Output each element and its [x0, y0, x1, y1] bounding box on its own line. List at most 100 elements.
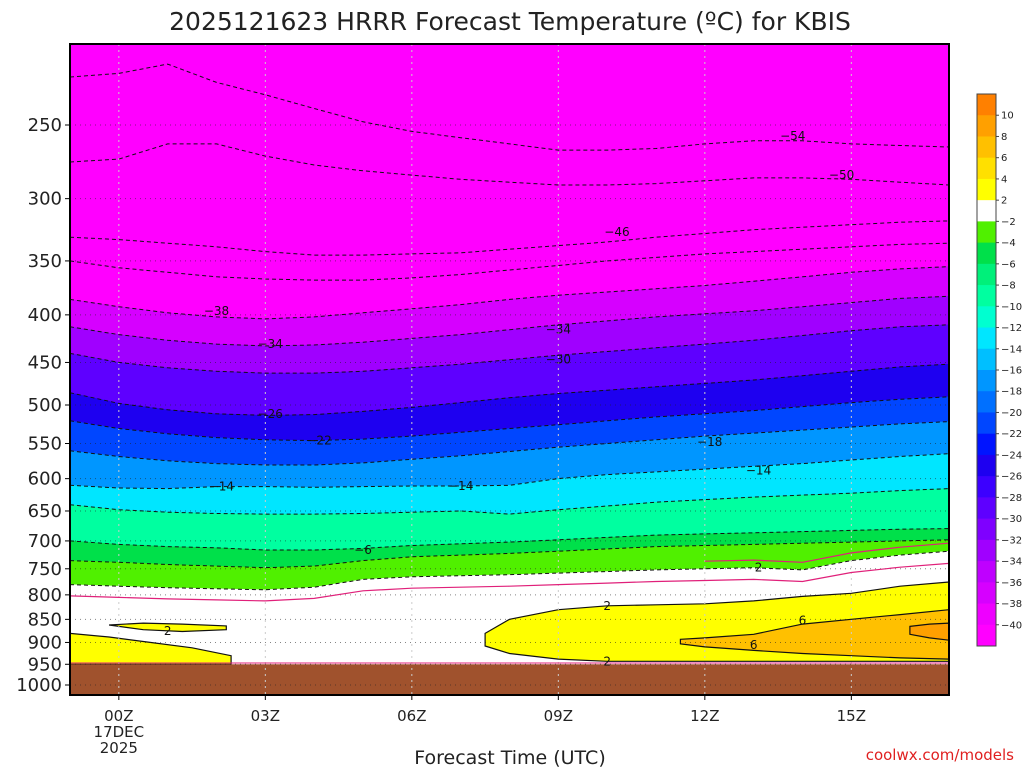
isotherm-contours — [70, 63, 949, 664]
contour-labels: −54 −50 −46 −38 −34 −34 −30 −26 −22 −18 −14 −14 −14 −… — [164, 129, 854, 668]
ytick-label: 600 — [28, 469, 62, 490]
colorbar-swatch — [977, 200, 996, 222]
colorbar-label: −26 — [1001, 472, 1022, 483]
colorbar-swatch — [977, 561, 996, 583]
temperature-bands — [70, 63, 949, 665]
contour-label: −54 — [780, 129, 805, 143]
ytick-label: 850 — [28, 609, 62, 630]
colorbar-label: 8 — [1001, 132, 1007, 143]
ytick-label: 750 — [28, 559, 62, 580]
plot-area: −54 −50 −46 −38 −34 −34 −30 −26 −22 −18 −14 −14 −14 −… — [70, 44, 949, 695]
warm-region-8c — [909, 622, 949, 641]
xtick-label: 03Z — [251, 707, 280, 725]
colorbar-swatch — [977, 221, 996, 244]
warm-pocket-upper — [109, 622, 227, 633]
colorbar-swatch — [977, 476, 996, 498]
freezing-line-upper — [704, 542, 949, 563]
colorbar-label: 6 — [1001, 153, 1007, 164]
xtick-label: 06Z — [397, 707, 426, 725]
colorbar-swatch — [977, 454, 996, 477]
contour-label: −34 — [546, 323, 571, 337]
ground-layer — [70, 664, 949, 695]
contour-label: −30 — [546, 353, 571, 367]
ytick-label: 450 — [28, 352, 62, 373]
color-scale-legend: 10 8 6 4 2 −2 −4 −6 −8 −10 −12 −14 −16 −18 −20 −22 −24 −2… — [976, 93, 1022, 647]
colorbar-swatch — [977, 157, 996, 180]
xtick-label: 00Z — [104, 707, 133, 725]
colorbar-swatch — [977, 348, 996, 371]
isotherm--18 — [70, 421, 949, 466]
colorbar-swatch — [977, 306, 996, 329]
colorbar-swatch — [977, 370, 996, 392]
colorbar-label: −4 — [1001, 238, 1016, 249]
contour-label: 2 — [164, 624, 172, 638]
ytick-label: 500 — [28, 395, 62, 416]
colorbar-label: 2 — [1001, 196, 1007, 207]
grid-lines — [70, 44, 949, 695]
contour-label: 6 — [750, 638, 758, 652]
ytick-label: 1000 — [16, 675, 62, 696]
pressure-axis: 2503003504004505005506006507007508008509… — [16, 115, 70, 696]
colorbar-label: 10 — [1001, 111, 1014, 122]
isotherm--50 — [70, 143, 949, 186]
xtick-date-label: 17DEC — [94, 723, 145, 741]
colorbar-swatch — [977, 263, 996, 286]
contour-label: −26 — [258, 407, 283, 421]
contour-label: −50 — [829, 168, 854, 182]
ytick-label: 400 — [28, 305, 62, 326]
colorbar-label: −22 — [1001, 429, 1022, 440]
x-axis-label: Forecast Time (UTC) — [414, 747, 605, 768]
colorbar-label: −30 — [1001, 514, 1022, 525]
colorbar-swatch — [977, 391, 996, 413]
colorbar-swatch — [977, 115, 996, 137]
ytick-label: 350 — [28, 251, 62, 272]
colorbar-swatch — [977, 433, 996, 456]
colorbar-swatch — [977, 518, 996, 541]
contour-label: 2 — [755, 561, 763, 575]
colorbar-label: −24 — [1001, 450, 1022, 461]
contour-label: −6 — [354, 543, 372, 557]
isotherm--42 — [70, 242, 949, 281]
xtick-label: 15Z — [837, 707, 866, 725]
colorbar-swatch — [977, 285, 996, 307]
colorbar-swatch — [977, 412, 996, 435]
contour-label: −18 — [697, 435, 722, 449]
colorbar-label: −2 — [1001, 217, 1016, 228]
isotherm--54 — [70, 63, 949, 151]
colorbar-swatch — [977, 497, 996, 520]
contour-label: −14 — [209, 480, 234, 494]
ytick-label: 650 — [28, 501, 62, 522]
freezing-line — [70, 562, 949, 602]
contour-label: 2 — [603, 654, 611, 668]
colorbar-label: −34 — [1001, 557, 1022, 568]
colorbar-label: −14 — [1001, 344, 1022, 355]
colorbar-label: −10 — [1001, 302, 1022, 313]
ytick-label: 950 — [28, 654, 62, 675]
contour-label: −34 — [258, 337, 283, 351]
isotherm--30 — [70, 324, 949, 374]
xtick-date-label: 2025 — [100, 739, 138, 757]
isotherm--38 — [70, 266, 949, 320]
ytick-label: 700 — [28, 531, 62, 552]
xtick-label: 12Z — [690, 707, 719, 725]
isotherm--34 — [70, 295, 949, 347]
ytick-label: 900 — [28, 632, 62, 653]
colorbar-label: −8 — [1001, 281, 1016, 292]
colorbar-label: −6 — [1001, 259, 1016, 270]
site-credit[interactable]: coolwx.com/models — [866, 746, 1014, 764]
colorbar-label: −38 — [1001, 599, 1022, 610]
plot-frame — [69, 43, 950, 696]
chart-title: 2025121623 HRRR Forecast Temperature (ºC… — [169, 7, 851, 36]
colorbar-swatch — [977, 603, 996, 626]
colorbar-label: −20 — [1001, 408, 1022, 419]
contour-label: −14 — [746, 463, 771, 477]
colorbar-label: −12 — [1001, 323, 1022, 334]
ytick-label: 250 — [28, 115, 62, 136]
ground-below-surface — [70, 664, 949, 695]
colorbar-label: −36 — [1001, 578, 1022, 589]
contour-label: −38 — [204, 304, 229, 318]
colorbar-swatch — [977, 624, 996, 647]
contour-label: −22 — [306, 434, 331, 448]
colorbar-swatch — [977, 327, 996, 350]
